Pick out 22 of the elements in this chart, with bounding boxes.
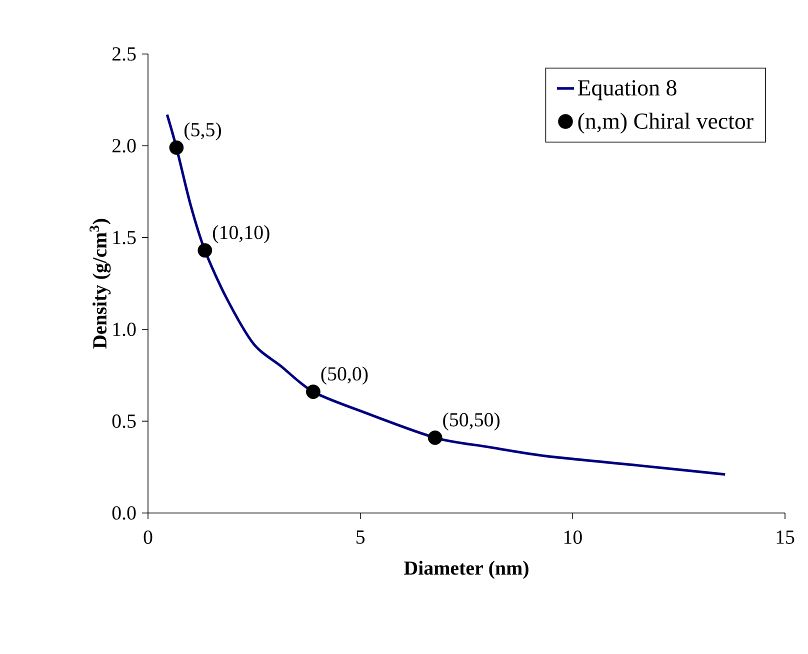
x-axis-title: Diameter (nm) [404,560,528,579]
annotation: (5,5) [184,122,221,140]
x-tick-label: 15 [776,530,794,544]
legend-label: (n,m) Chiral vector [578,112,754,134]
y-tick-label: 1.5 [113,230,136,244]
x-tick-label: 10 [564,530,582,544]
y-tick-label: 2.5 [112,47,136,61]
annotation: (50,50) [443,412,500,430]
legend-label: Equation 8 [578,80,676,100]
annotation: (10,10) [212,225,270,244]
point [198,243,212,258]
x-tick-label: 5 [356,530,365,544]
y-tick-label: 1.0 [113,322,136,336]
annotation: (50,0) [321,366,368,385]
y-axis-title: Density (g/cm$^{3}$) [90,218,111,349]
point [169,140,184,155]
point [306,384,320,400]
y-tick-label: 0.0 [112,506,136,520]
x-tick-label: 0 [144,530,152,544]
y-tick-label: 0.5 [112,414,136,428]
point [428,430,442,445]
y-tick-label: 2.0 [112,139,136,153]
